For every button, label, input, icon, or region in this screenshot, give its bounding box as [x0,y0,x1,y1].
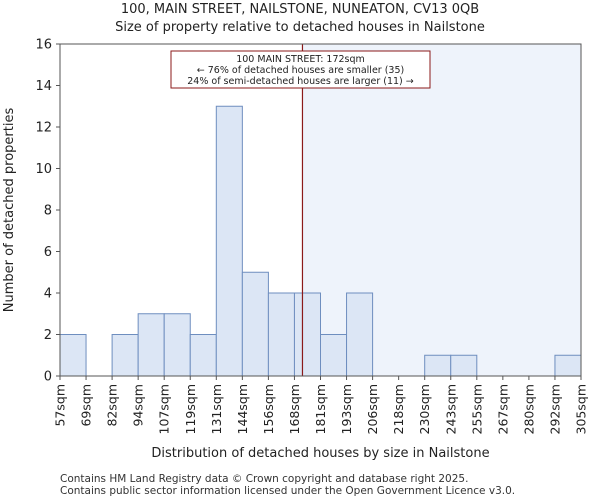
x-tick-label-292sqm: 292sqm [547,384,562,434]
x-tick-label-181sqm: 181sqm [313,384,328,434]
x-tick-label-82sqm: 82sqm [105,384,120,427]
y-axis-title: Number of detached properties [2,108,17,313]
x-axis-title: Distribution of detached houses by size … [151,446,489,461]
y-tick-label-14: 14 [35,79,52,94]
y-tick-label-10: 10 [35,162,52,177]
x-tick-label-94sqm: 94sqm [131,384,146,427]
bar-144sqm [241,271,269,377]
bar-193sqm [346,292,374,377]
x-tick-label-107sqm: 107sqm [157,384,172,434]
x-tick-label-69sqm: 69sqm [79,384,94,427]
y-tick-label-16: 16 [35,38,52,53]
footer-line-2: Contains public sector information licen… [60,485,516,497]
bar-243sqm [450,354,478,377]
annotation-line-1: 100 MAIN STREET: 172sqm [236,54,365,65]
bar-107sqm [163,313,191,377]
chart-subtitle: Size of property relative to detached ho… [115,20,485,35]
x-tick-label-119sqm: 119sqm [183,384,198,434]
x-tick-label-193sqm: 193sqm [339,384,354,434]
y-tick-label-12: 12 [35,121,52,136]
bar-57sqm [59,334,87,377]
x-tick-label-267sqm: 267sqm [495,384,510,434]
highlight-region [302,44,581,376]
x-tick-label-230sqm: 230sqm [417,384,432,434]
bar-94sqm [137,313,165,377]
x-tick-label-255sqm: 255sqm [469,384,484,434]
bar-292sqm [554,354,582,377]
chart-title: 100, MAIN STREET, NAILSTONE, NUNEATON, C… [120,2,480,17]
x-tick-label-218sqm: 218sqm [391,384,406,434]
bar-168sqm [293,292,322,377]
bar-119sqm [189,334,217,377]
bar-82sqm [111,334,139,377]
y-tick-label-0: 0 [44,370,52,385]
x-tick-label-168sqm: 168sqm [287,384,302,434]
x-tick-label-156sqm: 156sqm [261,384,276,434]
bar-181sqm [320,334,348,377]
x-tick-label-131sqm: 131sqm [209,384,224,434]
x-tick-label-144sqm: 144sqm [235,384,250,434]
y-tick-label-6: 6 [44,245,52,260]
annotation-box [170,50,431,89]
x-tick-label-305sqm: 305sqm [574,384,589,434]
y-tick-label-4: 4 [44,287,52,302]
x-tick-label-280sqm: 280sqm [521,384,536,434]
bar-230sqm [424,354,452,377]
footer-line-1: Contains HM Land Registry data © Crown c… [60,473,469,485]
annotation-line-2: ← 76% of detached houses are smaller (35… [197,65,404,76]
annotation-line-3: 24% of semi-detached houses are larger (… [187,76,414,87]
y-tick-label-8: 8 [44,204,52,219]
x-tick-label-243sqm: 243sqm [443,384,458,434]
x-tick-label-57sqm: 57sqm [53,384,68,427]
y-tick-label-2: 2 [44,328,52,343]
x-tick-label-206sqm: 206sqm [365,384,380,434]
bar-156sqm [267,292,295,377]
bar-131sqm [215,105,243,377]
